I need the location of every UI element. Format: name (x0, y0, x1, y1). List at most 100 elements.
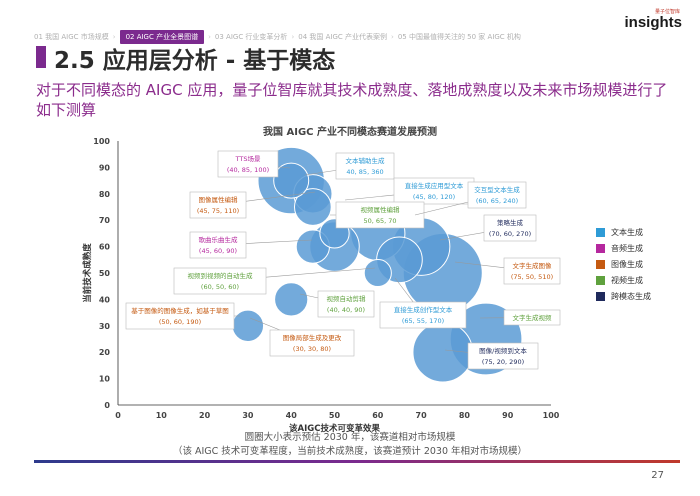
footnote-line-1: 圆圈大小表示预估 2030 年，该赛道相对市场规模 (244, 432, 456, 443)
breadcrumb: 01 我国 AIGC 市场规模 › 02 AIGC 产业全景图谱 › 03 AI… (34, 30, 521, 44)
legend-item-text: 文本生成 (596, 224, 651, 240)
y-tick-label: 90 (99, 163, 111, 172)
x-tick-label: 80 (459, 411, 471, 420)
breadcrumb-item-3[interactable]: 03 AIGC 行业变革分析 (214, 33, 288, 41)
callout-box (503, 309, 561, 326)
breadcrumb-item-2-active[interactable]: 02 AIGC 产业全景图谱 (119, 30, 205, 44)
callout-label-name: 歌曲乐曲生成 (199, 235, 239, 244)
chevron-right-icon: › (112, 33, 116, 41)
callout-label-value: 50, 65, 70 (363, 217, 396, 225)
y-tick-label: 30 (99, 322, 111, 331)
callout-box (269, 329, 355, 357)
legend-item-cross: 跨模态生成 (596, 288, 651, 304)
legend-label-image: 图像生成 (611, 259, 643, 269)
bubble-point (231, 309, 265, 342)
callout-label-name: 视频到视频的自动生成 (188, 271, 254, 280)
callout-box (467, 181, 527, 209)
y-tick-label: 70 (99, 216, 111, 225)
callout-label-name: 文字生成视频 (513, 313, 553, 322)
page-title: 2.5 应用层分析 - 基于模态 (54, 48, 336, 74)
y-tick-label: 50 (99, 269, 111, 278)
chevron-right-icon: › (208, 33, 211, 41)
callout-box (335, 201, 425, 229)
chart-title: 我国 AIGC 产业不同模态赛道发展预测 (263, 127, 437, 138)
callout-label-name: 图像局部生成及更改 (283, 333, 342, 342)
callout-box (335, 152, 395, 180)
callout-label-value: 40, 85, 360 (346, 168, 383, 176)
callout-box (379, 301, 467, 329)
y-tick-label: 40 (99, 295, 111, 304)
callout-label-name: 直接生成创作型文本 (394, 305, 453, 314)
x-tick-label: 50 (329, 411, 341, 420)
x-tick-label: 20 (199, 411, 211, 420)
legend-swatch-text (596, 227, 605, 237)
callout-label-name: 文本辅助生成 (346, 156, 386, 165)
callout-box (503, 257, 561, 285)
x-tick-label: 10 (156, 411, 168, 420)
logo-subtext: 量子位智库 (654, 9, 680, 15)
callout-box (217, 150, 279, 178)
callout-box (467, 342, 539, 370)
x-tick-label: 30 (242, 411, 254, 420)
callout-label-name: 图像/视频到文本 (479, 346, 527, 355)
callout-label-value: (40, 85, 100) (227, 166, 269, 174)
callout-label-name: 视频属性编辑 (361, 205, 401, 214)
legend-item-image: 图像生成 (596, 256, 651, 272)
breadcrumb-item-5[interactable]: 05 中国最值得关注的 50 家 AIGC 机构 (397, 33, 521, 41)
x-tick-label: 90 (502, 411, 514, 420)
legend-label-text: 文本生成 (611, 227, 643, 237)
callout-label-value: (45, 75, 110) (197, 207, 239, 215)
breadcrumb-item-1[interactable]: 01 我国 AIGC 市场规模 (34, 33, 109, 41)
callout-box (483, 214, 537, 242)
y-tick-label: 60 (99, 243, 111, 252)
legend-label-audio: 音频生成 (611, 243, 643, 253)
chevron-right-icon: › (291, 33, 295, 41)
legend-item-audio: 音频生成 (596, 240, 651, 256)
x-axis-label: 该AIGC技术可变革效果 (289, 423, 380, 434)
callout-box (125, 302, 235, 330)
callout-label-name: 交互型文本生成 (474, 185, 520, 194)
y-tick-label: 80 (99, 190, 111, 199)
y-tick-label: 0 (104, 401, 110, 410)
legend-swatch-cross (596, 291, 605, 301)
logo: 量子位智库 insights (624, 8, 682, 30)
logo-text: insights (624, 14, 682, 31)
callout-label-value: (70, 60, 270) (489, 230, 531, 238)
legend-swatch-video (596, 275, 605, 285)
y-tick-label: 20 (99, 348, 111, 357)
title-accent-bar (36, 46, 46, 68)
callout-label-value: (60, 50, 60) (201, 283, 239, 291)
callout-label-name: 策略生成 (497, 218, 524, 227)
callout-label-value: (50, 60, 190) (159, 318, 201, 326)
legend-swatch-image (596, 259, 605, 269)
page-number: 27 (651, 470, 664, 481)
y-tick-label: 10 (99, 375, 111, 384)
callout-label-value: (75, 50, 510) (511, 273, 553, 281)
callout-label-value: (40, 40, 90) (327, 306, 365, 314)
chevron-right-icon: › (391, 33, 394, 41)
legend-swatch-audio (596, 243, 605, 253)
callout-label-name: 基于图像的图像生成，如基于草图 (131, 306, 229, 315)
breadcrumb-item-4[interactable]: 04 我国 AIGC 产业代表案例 (298, 33, 387, 41)
bubble-point (274, 282, 309, 317)
callout-box (189, 191, 247, 219)
chart-legend: 文本生成 音频生成 图像生成 视频生成 跨模态生成 (596, 224, 651, 304)
callout-label-name: 文字生成图像 (513, 261, 553, 270)
bubble-point (293, 188, 332, 226)
x-tick-label: 0 (115, 411, 121, 420)
page-subtitle: 对于不同模态的 AIGC 应用，量子位智库就其技术成熟度、落地成熟度以及未来市场… (36, 81, 668, 119)
x-tick-label: 70 (416, 411, 428, 420)
callout-box (317, 290, 375, 318)
callout-label-name: 视频自动剪辑 (327, 294, 367, 303)
callout-label-value: (75, 20, 290) (482, 358, 524, 366)
callout-label-value: (65, 55, 170) (402, 317, 444, 325)
callout-label-value: (45, 60, 90) (199, 247, 237, 255)
bubble-point (273, 162, 310, 199)
x-tick-label: 100 (543, 411, 560, 420)
callout-label-value: (30, 30, 80) (293, 345, 331, 353)
callout-label-value: (60, 65, 240) (476, 197, 518, 205)
bubble-point (363, 258, 392, 288)
legend-label-cross: 跨模态生成 (611, 291, 651, 301)
callout-label-name: 直接生成应用型文本 (405, 181, 464, 190)
